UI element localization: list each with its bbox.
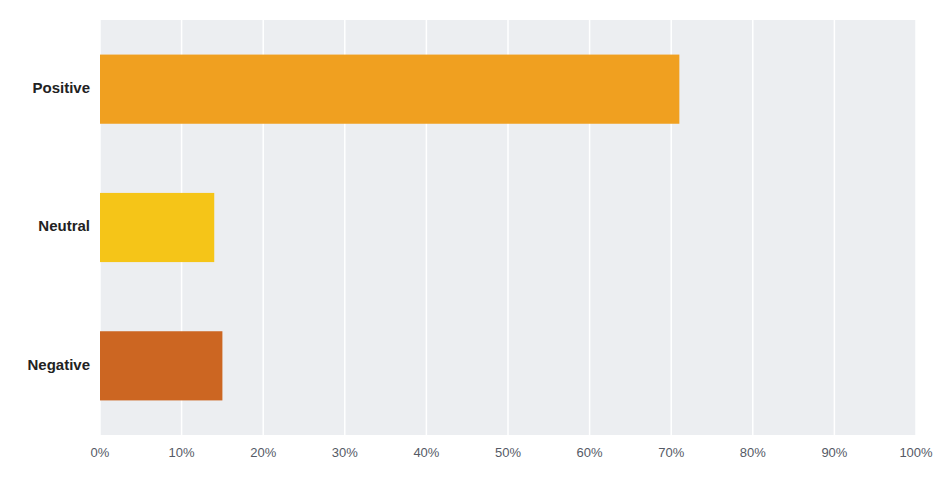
x-tick-label: 100% (899, 445, 933, 460)
x-tick-label: 90% (821, 445, 847, 460)
x-tick-label: 80% (740, 445, 766, 460)
grid (100, 20, 916, 435)
category-label: Positive (32, 79, 90, 96)
x-tick-label: 20% (250, 445, 276, 460)
category-label: Neutral (38, 217, 90, 234)
bar (100, 193, 214, 262)
chart-container: 0% 10% 20% 30% 40% 50% 60% 70% 80% 90% 100% Negativ… (0, 0, 952, 479)
x-tick-label: 50% (495, 445, 521, 460)
grid-line (752, 20, 754, 435)
x-tick-label: 0% (91, 445, 110, 460)
chart-svg: 0% 10% 20% 30% 40% 50% 60% 70% 80% 90% 100% Negativ… (0, 0, 952, 479)
category-label: Negative (27, 356, 90, 373)
x-tick-label: 70% (658, 445, 684, 460)
x-tick-label: 30% (332, 445, 358, 460)
grid-line (915, 20, 917, 435)
x-tick-label: 60% (577, 445, 603, 460)
x-axis: 0% 10% 20% 30% 40% 50% 60% 70% 80% 90% 100% (91, 445, 933, 460)
x-tick-label: 10% (169, 445, 195, 460)
plot-background (100, 20, 916, 435)
bars (100, 55, 679, 401)
x-tick-label: 40% (413, 445, 439, 460)
bar (100, 331, 222, 400)
grid-line (834, 20, 836, 435)
y-axis: Negative Neutral Positive (27, 79, 90, 373)
bar (100, 55, 679, 124)
page: {"chart_data": {"type": "bar", "orientat… (0, 0, 952, 479)
